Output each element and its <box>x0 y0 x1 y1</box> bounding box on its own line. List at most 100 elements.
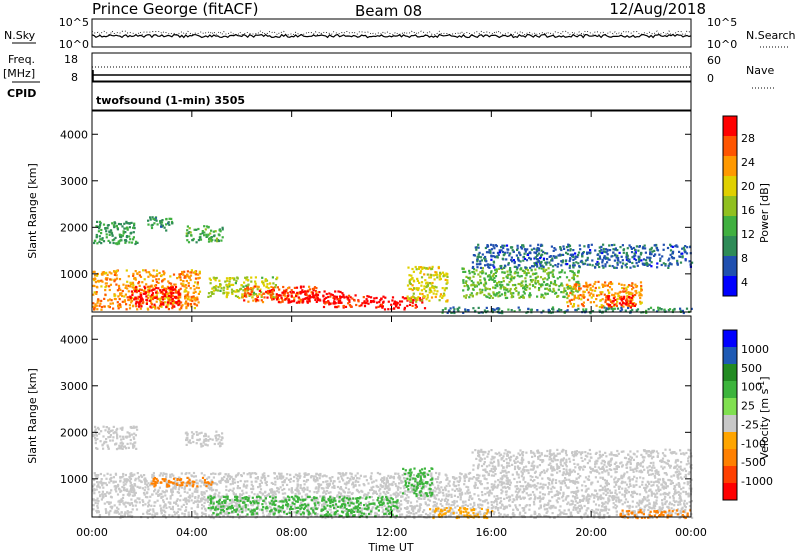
heatmap-cell <box>142 269 144 271</box>
heatmap-cell <box>514 272 516 274</box>
heatmap-cell <box>421 293 423 295</box>
heatmap-cell <box>670 249 672 251</box>
heatmap-cell <box>638 256 640 258</box>
heatmap-cell <box>235 280 237 282</box>
heatmap-cell <box>576 487 578 489</box>
heatmap-cell <box>526 504 528 506</box>
heatmap-cell <box>541 478 543 480</box>
heatmap-cell <box>500 492 502 494</box>
heatmap-cell <box>103 298 105 300</box>
heatmap-cell <box>344 500 346 502</box>
colorbar-tick-label: 4 <box>741 276 748 289</box>
heatmap-cell <box>351 483 353 485</box>
heatmap-cell <box>247 292 249 294</box>
heatmap-cell <box>602 489 604 491</box>
heatmap-cell <box>101 273 103 275</box>
heatmap-cell <box>679 256 681 258</box>
heatmap-cell <box>487 288 489 290</box>
heatmap-cell <box>100 285 102 287</box>
heatmap-cell <box>529 283 531 285</box>
heatmap-cell <box>672 257 674 259</box>
heatmap-cell <box>397 489 399 491</box>
heatmap-cell <box>543 258 545 260</box>
heatmap-cell <box>533 501 535 503</box>
heatmap-cell <box>214 473 216 475</box>
colorbar-tick-label: 28 <box>741 132 755 145</box>
heatmap-cell <box>127 510 129 512</box>
heatmap-cell <box>477 281 479 283</box>
heatmap-cell <box>454 506 456 508</box>
heatmap-cell <box>650 253 652 255</box>
heatmap-cell <box>250 281 252 283</box>
heatmap-cell <box>268 287 270 289</box>
heatmap-cell <box>128 275 130 277</box>
heatmap-cell <box>432 489 434 491</box>
heatmap-cell <box>130 498 132 500</box>
heatmap-cell <box>144 483 146 485</box>
heatmap-cell <box>667 247 669 249</box>
heatmap-cell <box>255 477 257 479</box>
colorbar-tick-label: 8 <box>741 252 748 265</box>
heatmap-cell <box>583 481 585 483</box>
heatmap-cell <box>213 290 215 292</box>
heatmap-cell <box>654 253 656 255</box>
heatmap-cell <box>625 264 627 266</box>
heatmap-cell <box>186 275 188 277</box>
heatmap-cell <box>110 477 112 479</box>
heatmap-cell <box>530 258 532 260</box>
heatmap-cell <box>464 501 466 503</box>
heatmap-cell <box>604 255 606 257</box>
heatmap-cell <box>257 478 259 480</box>
heatmap-cell <box>198 239 200 241</box>
heatmap-cell <box>657 307 659 309</box>
heatmap-cell <box>399 300 401 302</box>
heatmap-cell <box>109 242 111 244</box>
heatmap-cell <box>494 287 496 289</box>
heatmap-cell <box>199 277 201 279</box>
heatmap-cell <box>493 255 495 257</box>
heatmap-cell <box>108 285 110 287</box>
heatmap-cell <box>490 277 492 279</box>
heatmap-cell <box>421 299 423 301</box>
heatmap-cell <box>611 244 613 246</box>
heatmap-cell <box>427 274 429 276</box>
heatmap-cell <box>179 276 181 278</box>
heatmap-cell <box>502 486 504 488</box>
heatmap-cell <box>345 487 347 489</box>
cpid-label: CPID <box>7 87 36 100</box>
heatmap-cell <box>171 307 173 309</box>
heatmap-cell <box>607 253 609 255</box>
heatmap-cell <box>476 263 478 265</box>
heatmap-cell <box>260 480 262 482</box>
heatmap-cell <box>306 487 308 489</box>
heatmap-cell <box>94 271 96 273</box>
heatmap-cell <box>483 294 485 296</box>
heatmap-cell <box>188 296 190 298</box>
heatmap-cell <box>605 258 607 260</box>
heatmap-cell <box>105 478 107 480</box>
heatmap-region <box>442 306 693 314</box>
heatmap-cell <box>288 488 290 490</box>
heatmap-cell <box>506 480 508 482</box>
heatmap-cell <box>622 503 624 505</box>
heatmap-cell <box>271 298 273 300</box>
heatmap-cell <box>639 500 641 502</box>
heatmap-cell <box>249 293 251 295</box>
heatmap-cell <box>129 285 131 287</box>
heatmap-cell <box>277 478 279 480</box>
heatmap-cell <box>592 264 594 266</box>
heatmap-cell <box>551 258 553 260</box>
heatmap-cell <box>407 284 409 286</box>
heatmap-cell <box>672 246 674 248</box>
heatmap-cell <box>190 298 192 300</box>
heatmap-cell <box>243 286 245 288</box>
heatmap-cell <box>554 264 556 266</box>
heatmap-cell <box>522 485 524 487</box>
heatmap-cell <box>605 506 607 508</box>
heatmap-cell <box>241 490 243 492</box>
heatmap-cell <box>96 221 98 223</box>
heatmap-cell <box>199 271 201 273</box>
heatmap-cell <box>589 264 591 266</box>
heatmap-cell <box>309 288 311 290</box>
heatmap-cell <box>446 273 448 275</box>
